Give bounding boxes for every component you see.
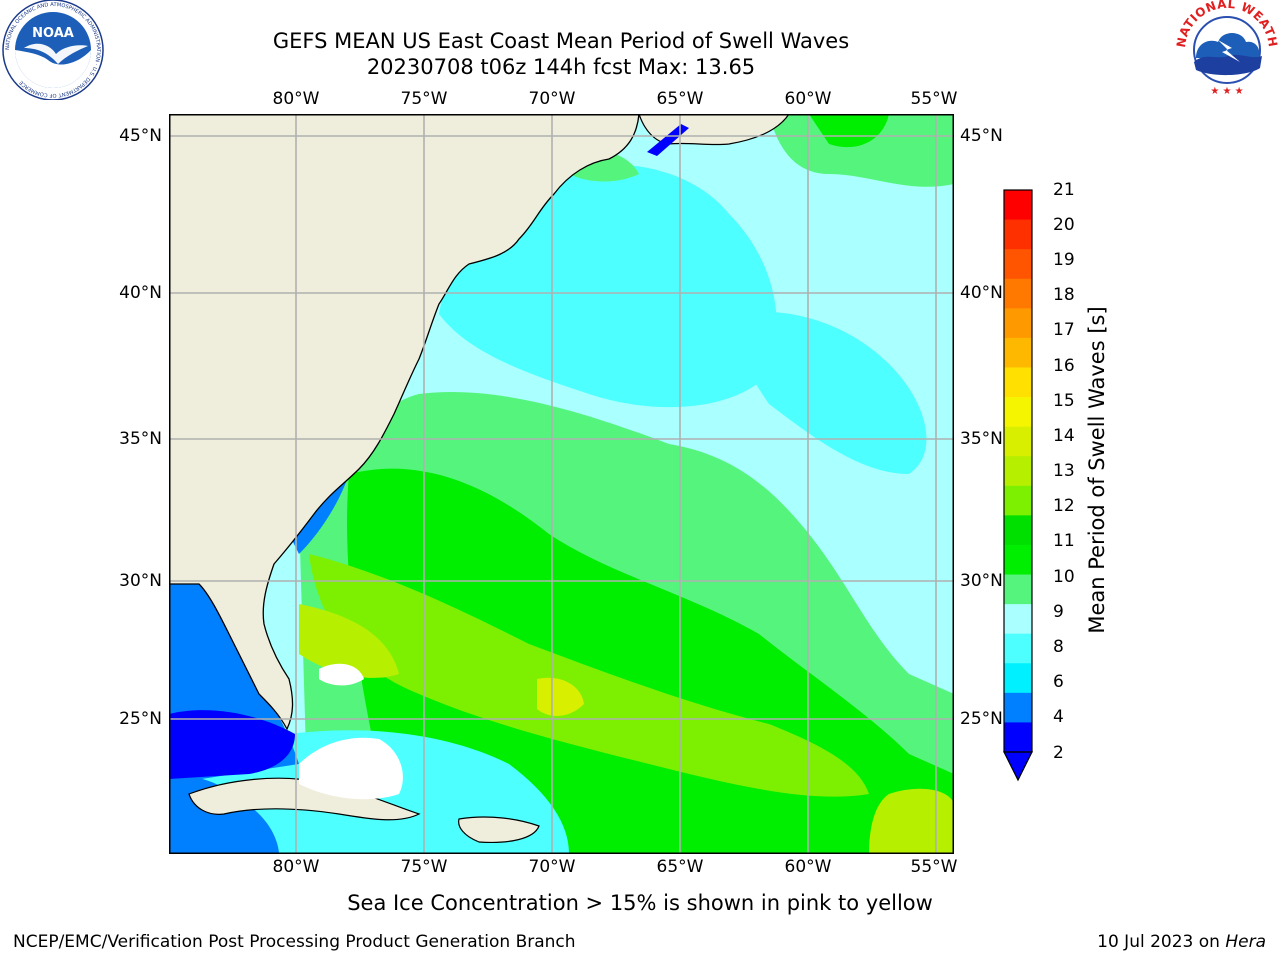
- swell-band-below-2s-gulf: [169, 710, 295, 779]
- nws-logo-icon: NATIONAL WEATHER SERVICE ★ ★ ★: [1174, 0, 1280, 99]
- lon-label-bottom: 65°W: [656, 857, 704, 877]
- lat-label-right: 45°N: [960, 126, 1003, 146]
- lon-label-bottom: 75°W: [400, 857, 448, 877]
- lat-label-left: 35°N: [119, 429, 162, 449]
- colorbar-segment: [1004, 456, 1032, 487]
- swell-band-11-12s: [309, 554, 869, 797]
- colorbar-segment: [1004, 278, 1032, 309]
- bahamas-masked-north: [319, 663, 364, 686]
- lon-label-bottom: 70°W: [528, 857, 576, 877]
- colorbar-segment: [1004, 190, 1032, 221]
- map-title: GEFS MEAN US East Coast Mean Period of S…: [272, 29, 850, 53]
- colorbar-tick-label: 9: [1053, 602, 1064, 622]
- swell-band-10-11s-north: [809, 114, 889, 148]
- lat-label-left: 25°N: [119, 709, 162, 729]
- colorbar-segment: [1004, 337, 1032, 368]
- colorbar-segment: [1004, 515, 1032, 546]
- colorbar-tick-label: 10: [1053, 567, 1075, 587]
- colorbar-tick-label: 11: [1053, 531, 1075, 551]
- map-subtitle-forecast: 20230708 t06z 144h fcst Max: 13.65: [366, 55, 756, 79]
- colorbar-tick-label: 14: [1053, 426, 1075, 446]
- colorbar-segment: [1004, 397, 1032, 428]
- lat-label-right: 25°N: [960, 709, 1003, 729]
- lat-label-left: 40°N: [119, 283, 162, 303]
- swell-band-2-4s-carolina: [289, 474, 349, 554]
- colorbar-segment: [1004, 308, 1032, 339]
- lat-label-right: 30°N: [960, 571, 1003, 591]
- map-frame: [169, 114, 954, 854]
- colorbar-extend-arrow: [1003, 751, 1033, 782]
- swell-band-13-14s-center: [537, 677, 584, 716]
- colorbar-tick-label: 12: [1053, 496, 1075, 516]
- lon-label-top: 75°W: [400, 89, 448, 109]
- lat-label-right: 35°N: [960, 429, 1003, 449]
- footer-host: Hera: [1225, 932, 1266, 952]
- lat-label-right: 40°N: [960, 283, 1003, 303]
- lon-label-top: 60°W: [784, 89, 832, 109]
- colorbar-title: Mean Period of Swell Waves [s]: [1085, 306, 1109, 634]
- colorbar-segment: [1004, 722, 1032, 753]
- colorbar-segment: [1004, 604, 1032, 635]
- colorbar-frame: [1003, 189, 1033, 753]
- colorbar-segment: [1004, 663, 1032, 694]
- lon-label-top: 70°W: [528, 89, 576, 109]
- colorbar-tick-label: 2: [1053, 743, 1064, 763]
- lon-label-top: 80°W: [272, 89, 320, 109]
- footer-date: 10 Jul 2023 on Hera: [1097, 932, 1266, 952]
- colorbar-segment: [1004, 633, 1032, 664]
- lon-label-bottom: 60°W: [784, 857, 832, 877]
- swell-band-6-8s-east: [729, 311, 927, 474]
- colorbar-tick-label: 21: [1053, 180, 1075, 200]
- lon-label-top: 65°W: [656, 89, 704, 109]
- lat-label-left: 45°N: [119, 126, 162, 146]
- bay-of-fundy-low: [647, 124, 689, 156]
- colorbar-tick-label: 19: [1053, 250, 1075, 270]
- bahamas-masked-area: [299, 737, 403, 800]
- swell-period-map: [169, 114, 954, 854]
- colorbar-tick-label: 13: [1053, 461, 1075, 481]
- us-east-coast-landmass: [169, 114, 639, 729]
- svg-text:★ ★ ★: ★ ★ ★: [1210, 86, 1243, 97]
- colorbar-tick-label: 8: [1053, 637, 1064, 657]
- colorbar-segment: [1004, 219, 1032, 250]
- swell-band-12-13s-southeast: [869, 788, 954, 854]
- hispaniola-landmass: [458, 816, 540, 844]
- colorbar-segment: [1004, 544, 1032, 576]
- colorbar-tick-label: 16: [1053, 356, 1075, 376]
- noaa-logo-icon: NOAA NATIONAL OCEANIC AND ATMOSPHERIC AD…: [2, 0, 104, 100]
- colorbar-tick-label: 18: [1053, 285, 1075, 305]
- colorbar-segment: [1004, 574, 1032, 605]
- colorbar-segment: [1004, 426, 1032, 457]
- lon-label-bottom: 55°W: [910, 857, 958, 877]
- lon-label-top: 55°W: [910, 89, 958, 109]
- colorbar: [1003, 189, 1033, 782]
- lat-label-left: 30°N: [119, 571, 162, 591]
- colorbar-segment: [1004, 367, 1032, 398]
- swell-band-9-10s-north: [769, 114, 954, 187]
- swell-band-12-13s-west: [299, 604, 399, 678]
- colorbar-tick-label: 6: [1053, 672, 1064, 692]
- cuba-landmass: [188, 777, 421, 821]
- colorbar-segment: [1004, 249, 1032, 280]
- coastline: [169, 114, 640, 731]
- footer-date-text: 10 Jul 2023 on: [1097, 932, 1226, 952]
- lon-label-bottom: 80°W: [272, 857, 320, 877]
- colorbar-tick-label: 15: [1053, 391, 1075, 411]
- lat-lon-gridlines: [169, 114, 954, 854]
- footer-producer: NCEP/EMC/Verification Post Processing Pr…: [13, 932, 576, 952]
- colorbar-segment: [1004, 692, 1032, 723]
- colorbar-tick-label: 4: [1053, 707, 1064, 727]
- colorbar-tick-label: 20: [1053, 215, 1075, 235]
- colorbar-segment: [1004, 485, 1032, 516]
- sea-ice-note: Sea Ice Concentration > 15% is shown in …: [347, 891, 933, 915]
- colorbar-tick-label: 17: [1053, 320, 1075, 340]
- svg-text:NOAA: NOAA: [32, 26, 74, 41]
